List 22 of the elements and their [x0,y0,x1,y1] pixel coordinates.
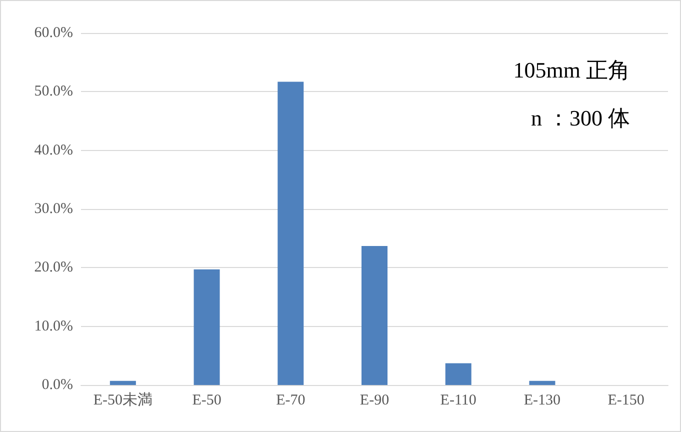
bar [445,363,472,385]
y-tick-label: 50.0% [34,84,73,100]
y-tick-label: 20.0% [34,260,73,276]
x-tick-label: E-130 [524,392,561,408]
x-tick-label: E-110 [440,392,476,408]
x-tick-label: E-90 [360,392,390,408]
x-tick-label: E-150 [608,392,644,408]
x-tick-label: E-70 [276,392,306,408]
y-tick-label: 40.0% [34,142,73,158]
annotation: 105mm 正角 [513,58,630,82]
y-tick-label: 0.0% [42,377,73,393]
y-tick-label: 30.0% [34,201,73,217]
x-tick-label: E-50未満 [93,392,153,408]
annotation: n ：300 体 [531,106,630,130]
bar [110,380,136,385]
bar [278,82,304,385]
bar [529,380,556,385]
bar [194,269,220,385]
x-tick-label: E-50 [192,392,222,408]
y-tick-label: 60.0% [34,25,73,41]
y-tick-label: 10.0% [34,318,73,334]
bar [362,246,388,385]
